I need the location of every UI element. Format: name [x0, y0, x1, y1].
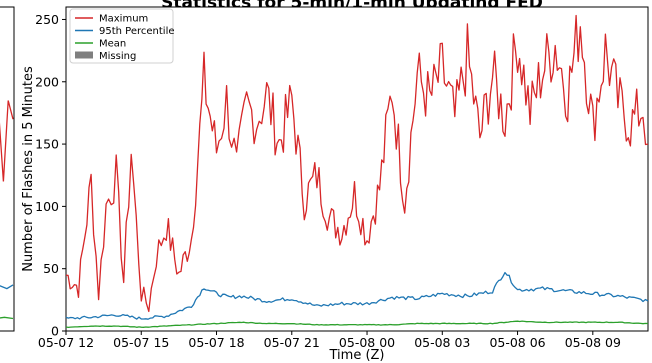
y-tick-label: 150	[35, 137, 59, 152]
left-panel-line	[0, 100, 14, 182]
y-tick-label: 250	[35, 12, 59, 27]
left-panel-series	[0, 100, 14, 320]
y-tick-label: 200	[35, 74, 59, 89]
y-tick-label: 100	[35, 199, 59, 214]
x-axis: 05-07 12 05-07 15 05-07 18 05-07 21 05-08 00…	[38, 331, 621, 350]
y-axis: 0 50 100 150 200 250	[35, 12, 66, 339]
x-tick-label: 05-07 12	[38, 335, 94, 350]
series-mean	[65, 320, 649, 329]
y-axis-label: Number of Flashes in 5 Minutes	[21, 66, 36, 272]
legend-label: Mean	[99, 39, 126, 50]
left-panel-line	[0, 284, 14, 290]
series-95th-percentile	[65, 271, 649, 320]
series-line	[65, 320, 649, 329]
legend-item-missing: Missing	[75, 51, 136, 62]
x-axis-label: Time (Z)	[329, 348, 385, 363]
x-tick-label: 05-08 06	[489, 335, 545, 350]
x-tick-label: 05-07 18	[188, 335, 244, 350]
series-group	[65, 14, 649, 329]
series-line	[65, 271, 649, 320]
legend-item-maximum: Maximum	[75, 14, 148, 25]
x-tick-label: 05-07 21	[264, 335, 320, 350]
y-tick-label: 0	[51, 324, 59, 339]
legend-label: 95th Percentile	[99, 26, 175, 37]
left-panel-frame	[0, 6, 15, 332]
x-tick-label: 05-08 03	[414, 335, 470, 350]
left-panel	[0, 6, 15, 332]
y-tick-label: 50	[43, 261, 59, 276]
x-tick-label: 05-08 09	[565, 335, 621, 350]
series-line	[65, 14, 649, 313]
x-tick-label: 05-08 00	[339, 335, 395, 350]
legend-swatch	[75, 51, 93, 59]
legend-box	[69, 8, 174, 64]
x-tick-label: 05-07 15	[113, 335, 169, 350]
legend-label: Maximum	[99, 14, 148, 25]
legend-item-95th-percentile: 95th Percentile	[75, 26, 175, 37]
series-maximum	[65, 14, 649, 313]
legend-label: Missing	[99, 51, 136, 62]
left-panel-line	[0, 316, 14, 320]
legend-item-mean: Mean	[75, 39, 126, 50]
